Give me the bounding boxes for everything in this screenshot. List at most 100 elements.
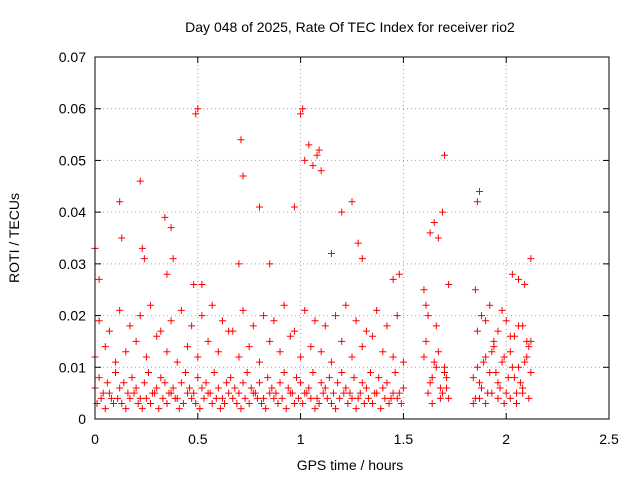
data-point xyxy=(434,234,442,242)
data-point xyxy=(103,379,111,387)
data-point xyxy=(309,162,317,170)
data-point xyxy=(315,146,323,154)
data-point xyxy=(184,389,192,397)
data-point xyxy=(272,389,280,397)
y-tick-label: 0.04 xyxy=(59,204,86,220)
data-point xyxy=(373,306,381,314)
data-point xyxy=(237,136,245,144)
data-point xyxy=(500,353,508,361)
data-point xyxy=(175,405,183,413)
data-point xyxy=(299,399,307,407)
data-point xyxy=(101,343,109,351)
data-point xyxy=(428,399,436,407)
y-tick-label: 0.03 xyxy=(59,256,86,272)
data-point xyxy=(190,389,198,397)
data-point xyxy=(227,374,235,382)
data-point xyxy=(385,399,393,407)
data-point xyxy=(161,379,169,387)
data-point xyxy=(186,384,194,392)
data-point xyxy=(420,353,428,361)
data-point xyxy=(105,389,113,397)
data-point xyxy=(369,399,377,407)
data-point xyxy=(494,394,502,402)
data-point xyxy=(286,389,294,397)
x-tick-label: 2 xyxy=(502,431,510,447)
x-tick-label: 1 xyxy=(297,431,305,447)
data-point xyxy=(235,353,243,361)
data-point xyxy=(426,229,434,237)
data-point xyxy=(225,389,233,397)
data-point xyxy=(309,368,317,376)
data-point xyxy=(276,348,284,356)
data-point xyxy=(397,399,405,407)
x-tick-label: 1.5 xyxy=(394,431,414,447)
data-point xyxy=(422,301,430,309)
y-tick-label: 0.06 xyxy=(59,101,86,117)
data-point xyxy=(498,358,506,366)
data-point xyxy=(179,399,187,407)
data-point xyxy=(486,301,494,309)
data-point xyxy=(99,389,107,397)
data-point xyxy=(502,389,510,397)
data-point xyxy=(389,389,397,397)
data-point xyxy=(313,151,321,159)
data-point xyxy=(432,363,440,371)
data-point xyxy=(364,394,372,402)
data-point xyxy=(163,399,171,407)
data-point xyxy=(512,389,520,397)
data-point xyxy=(508,270,516,278)
data-point xyxy=(321,384,329,392)
data-point xyxy=(395,270,403,278)
data-point xyxy=(362,327,370,335)
data-point xyxy=(358,379,366,387)
data-point xyxy=(525,394,533,402)
data-point xyxy=(436,394,444,402)
data-point xyxy=(301,306,309,314)
data-point xyxy=(496,384,504,392)
data-point xyxy=(124,389,132,397)
data-point xyxy=(167,317,175,325)
data-point xyxy=(114,394,122,402)
data-point xyxy=(443,384,451,392)
data-point xyxy=(280,301,288,309)
data-point xyxy=(299,105,307,113)
data-point xyxy=(358,255,366,263)
data-point xyxy=(340,389,348,397)
data-point xyxy=(323,394,331,402)
data-point xyxy=(136,394,144,402)
data-point xyxy=(130,389,138,397)
data-point xyxy=(274,399,282,407)
data-point xyxy=(266,260,274,268)
data-point xyxy=(358,343,366,351)
data-point xyxy=(161,213,169,221)
data-point xyxy=(441,151,449,159)
data-point xyxy=(424,312,432,320)
data-point xyxy=(367,368,375,376)
data-point xyxy=(112,368,120,376)
data-point xyxy=(500,399,508,407)
data-point xyxy=(399,384,407,392)
data-point xyxy=(482,317,490,325)
data-point xyxy=(276,379,284,387)
data-point xyxy=(136,312,144,320)
data-point xyxy=(348,198,356,206)
data-point xyxy=(223,379,231,387)
data-point xyxy=(438,208,446,216)
data-point xyxy=(391,368,399,376)
data-point xyxy=(169,255,177,263)
data-point xyxy=(307,343,315,351)
data-point xyxy=(445,281,453,289)
data-point xyxy=(527,368,535,376)
y-tick-label: 0.02 xyxy=(59,308,86,324)
data-point xyxy=(307,394,315,402)
data-point xyxy=(297,110,305,118)
data-point xyxy=(167,389,175,397)
data-point xyxy=(101,405,109,413)
data-point xyxy=(475,394,483,402)
data-point xyxy=(490,337,498,345)
data-point xyxy=(389,353,397,361)
data-point xyxy=(297,379,305,387)
data-point xyxy=(515,363,523,371)
data-point xyxy=(352,405,360,413)
